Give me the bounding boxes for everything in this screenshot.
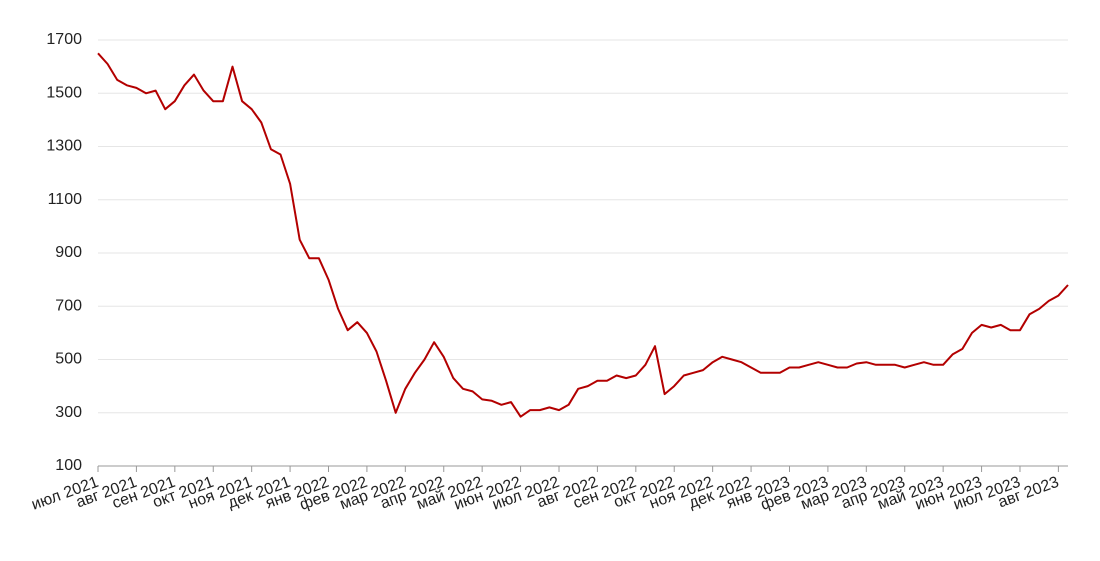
- y-tick-label: 1100: [48, 191, 83, 208]
- line: [97, 52, 1069, 418]
- y-tick-label: 1300: [46, 138, 82, 155]
- y-tick-label: 100: [55, 457, 82, 474]
- y-tick-label: 1700: [46, 31, 82, 48]
- y-tick-label: 1500: [46, 84, 82, 101]
- y-tick-label: 300: [55, 404, 82, 421]
- y-tick-label: 900: [55, 244, 82, 261]
- y-tick-label: 500: [55, 351, 82, 368]
- y-tick-label: 700: [55, 297, 82, 314]
